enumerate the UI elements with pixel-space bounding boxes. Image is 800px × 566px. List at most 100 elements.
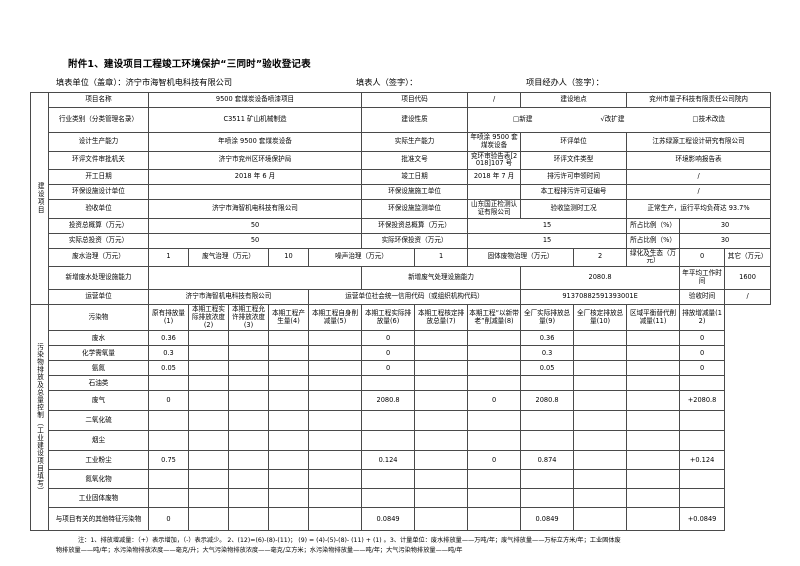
- pollutant-c4: [268, 330, 309, 347]
- table-row: 新增废水处理设施能力 新增废气处理设施能力 2080.8 年平均工作时间 160…: [31, 266, 772, 291]
- pollutant-c6: 0.0849: [361, 507, 416, 532]
- pollutant-c8: [467, 430, 522, 452]
- label-new-waste-gas-capacity: 新增废气处理设施能力: [361, 266, 522, 291]
- pollutant-c10: [573, 450, 628, 471]
- value-eia-unit: 江苏绿源工程设计研究有限公司: [626, 132, 772, 152]
- col-header-3: 本期工程允许排放浓度(3): [228, 304, 269, 332]
- label-completion-date: 竣工日期: [361, 169, 469, 186]
- value-env-facility-design-unit: [147, 184, 363, 201]
- label-annual-working-hours: 年平均工作时间: [679, 266, 726, 291]
- option-tech-upgrade[interactable]: □技术改造: [692, 115, 726, 124]
- side-label-construction-project-text: 建设项目: [36, 182, 45, 215]
- pollutant-c12: [679, 430, 726, 452]
- pollutant-c11: [626, 507, 681, 532]
- value-wastewater-treatment-cost: 1: [148, 247, 189, 268]
- pollutant-c4: [268, 430, 309, 452]
- label-eia-doc-type: 环评文件类型: [520, 150, 628, 171]
- pollutant-c4: [268, 345, 309, 362]
- pollutant-c3: [228, 330, 269, 347]
- pollutant-name: 烟尘: [48, 430, 149, 452]
- col-header-7: 本期工程核定排放总量(7): [414, 304, 469, 332]
- pollutant-c10: [573, 430, 628, 452]
- pollutant-c1: [148, 375, 189, 392]
- pollutant-c11: [626, 390, 681, 412]
- pollutant-c8: [467, 375, 522, 392]
- col-header-9: 全厂实际排放总量(9): [520, 304, 575, 332]
- pollutant-c9: [520, 488, 575, 509]
- col-header-11: 区域平衡替代削减量(11): [626, 304, 681, 332]
- table-row: 石油类: [31, 375, 771, 392]
- pollutant-c6: 0: [361, 360, 416, 377]
- pollutant-name: 工业固体废物: [48, 488, 149, 509]
- pollutant-c11: [626, 450, 681, 471]
- value-solid-waste-treatment-cost: 2: [573, 247, 628, 268]
- pollutant-c7: [414, 330, 469, 347]
- pollutant-c7: [414, 345, 469, 362]
- label-eia-unit: 环评单位: [520, 132, 628, 152]
- col-header-pollutant: 污染物: [48, 304, 149, 332]
- pollutant-c1: [148, 410, 189, 432]
- label-approval-doc-number: 批准文号: [361, 150, 469, 171]
- table-notes: 注：1、排放增减量：（+）表示增加，（-）表示减少。 2、(12)=(6)-(8…: [30, 536, 770, 555]
- col-header-12: 排放增减量(12): [679, 304, 726, 332]
- pollutant-c1: 0: [148, 507, 189, 532]
- pollutant-c5: [307, 507, 363, 532]
- value-acceptance-unit: 济宁市海智机电科技有限公司: [147, 199, 363, 219]
- table-row: 废水治理（万元） 1 废气治理（万元） 10 噪声治理（万元） 1 固体废物治理…: [31, 247, 772, 268]
- pollutant-c6: [361, 488, 416, 509]
- value-design-capacity: 年喷涂 9500 套煤炭设备: [147, 132, 363, 152]
- pollutant-c9: [520, 430, 575, 452]
- pollutant-c11: [626, 488, 681, 509]
- pollutant-c12: [679, 410, 726, 432]
- value-env-monitor-unit: 山东国正检测认证有限公司: [467, 199, 522, 219]
- table-row: 投资总概算（万元） 50 环保投资总概算（万元） 15 所占比例（%） 30: [31, 217, 772, 234]
- value-new-wastewater-capacity: [147, 266, 363, 291]
- value-greening-ecology-cost: 0: [679, 247, 726, 268]
- value-eia-approval-authority: 济宁市兖州区环境保护局: [147, 150, 363, 171]
- option-expansion[interactable]: √改扩建: [600, 115, 625, 124]
- side-label-pollutant-control: 污染物排放及总量控制（工业建设项目填写）: [30, 304, 49, 532]
- pollutant-c1: [148, 488, 189, 509]
- pollutant-c7: [414, 360, 469, 377]
- pollutant-c11: [626, 410, 681, 432]
- pollutant-c3: [228, 507, 269, 532]
- pollutant-c2: [188, 488, 229, 509]
- label-design-capacity: 设计生产能力: [48, 132, 149, 152]
- value-completion-date: 2018 年 7 月: [467, 169, 522, 186]
- filler-unit: 填表单位（盖章）：济宁市海智机电科技有限公司: [56, 76, 356, 88]
- label-project-permit-number: 本工程排污许可证编号: [520, 184, 628, 201]
- pollutant-c12: +0.124: [679, 450, 726, 471]
- pollutant-c8: 0: [467, 450, 522, 471]
- pollutant-c4: [268, 410, 309, 432]
- table-row: 氮氧化物: [31, 469, 771, 490]
- option-new-build[interactable]: □新建: [513, 115, 533, 124]
- value-investment-ratio: 30: [679, 217, 772, 234]
- pollutant-c3: [228, 469, 269, 490]
- pollutant-c3: [228, 375, 269, 392]
- pollutant-name: 氮氧化物: [48, 469, 149, 490]
- pollutant-c7: [414, 469, 469, 490]
- pollutant-c8: [467, 469, 522, 490]
- pollutant-c1: 0.05: [148, 360, 189, 377]
- pollutant-c4: [268, 390, 309, 412]
- pollutant-c12: [679, 488, 726, 509]
- filler-person-label: 填表人（签字）：: [356, 77, 418, 87]
- pollutant-name: 与项目有关的其他特征污染物: [48, 507, 149, 532]
- label-construction-site: 建设地点: [520, 92, 628, 108]
- col-header-2: 本期工程实际排放浓度(2): [188, 304, 229, 332]
- pollutant-c11: [626, 330, 681, 347]
- pollutant-c12: [679, 375, 726, 392]
- pollutant-c6: [361, 469, 416, 490]
- table-row: 实际总投资（万元） 50 实际环保投资（万元） 15 所占比例（%） 30: [31, 232, 772, 249]
- pollutant-c5: [307, 375, 363, 392]
- label-credit-code: 运营单位社会统一信用代码（或组织机构代码）: [307, 289, 522, 306]
- label-actual-capacity: 实际生产能力: [361, 132, 469, 152]
- notes-line-1: 注：1、排放增减量：（+）表示增加，（-）表示减少。 2、(12)=(6)-(8…: [78, 537, 621, 545]
- value-start-date: 2018 年 6 月: [147, 169, 363, 186]
- pollutant-c3: [228, 410, 269, 432]
- pollutant-c8: [467, 330, 522, 347]
- pollutant-c2: [188, 390, 229, 412]
- pollutant-c2: [188, 375, 229, 392]
- pollutant-c9: [520, 469, 575, 490]
- table-row: 氨氮 0.05 0 0.05 0: [31, 360, 771, 377]
